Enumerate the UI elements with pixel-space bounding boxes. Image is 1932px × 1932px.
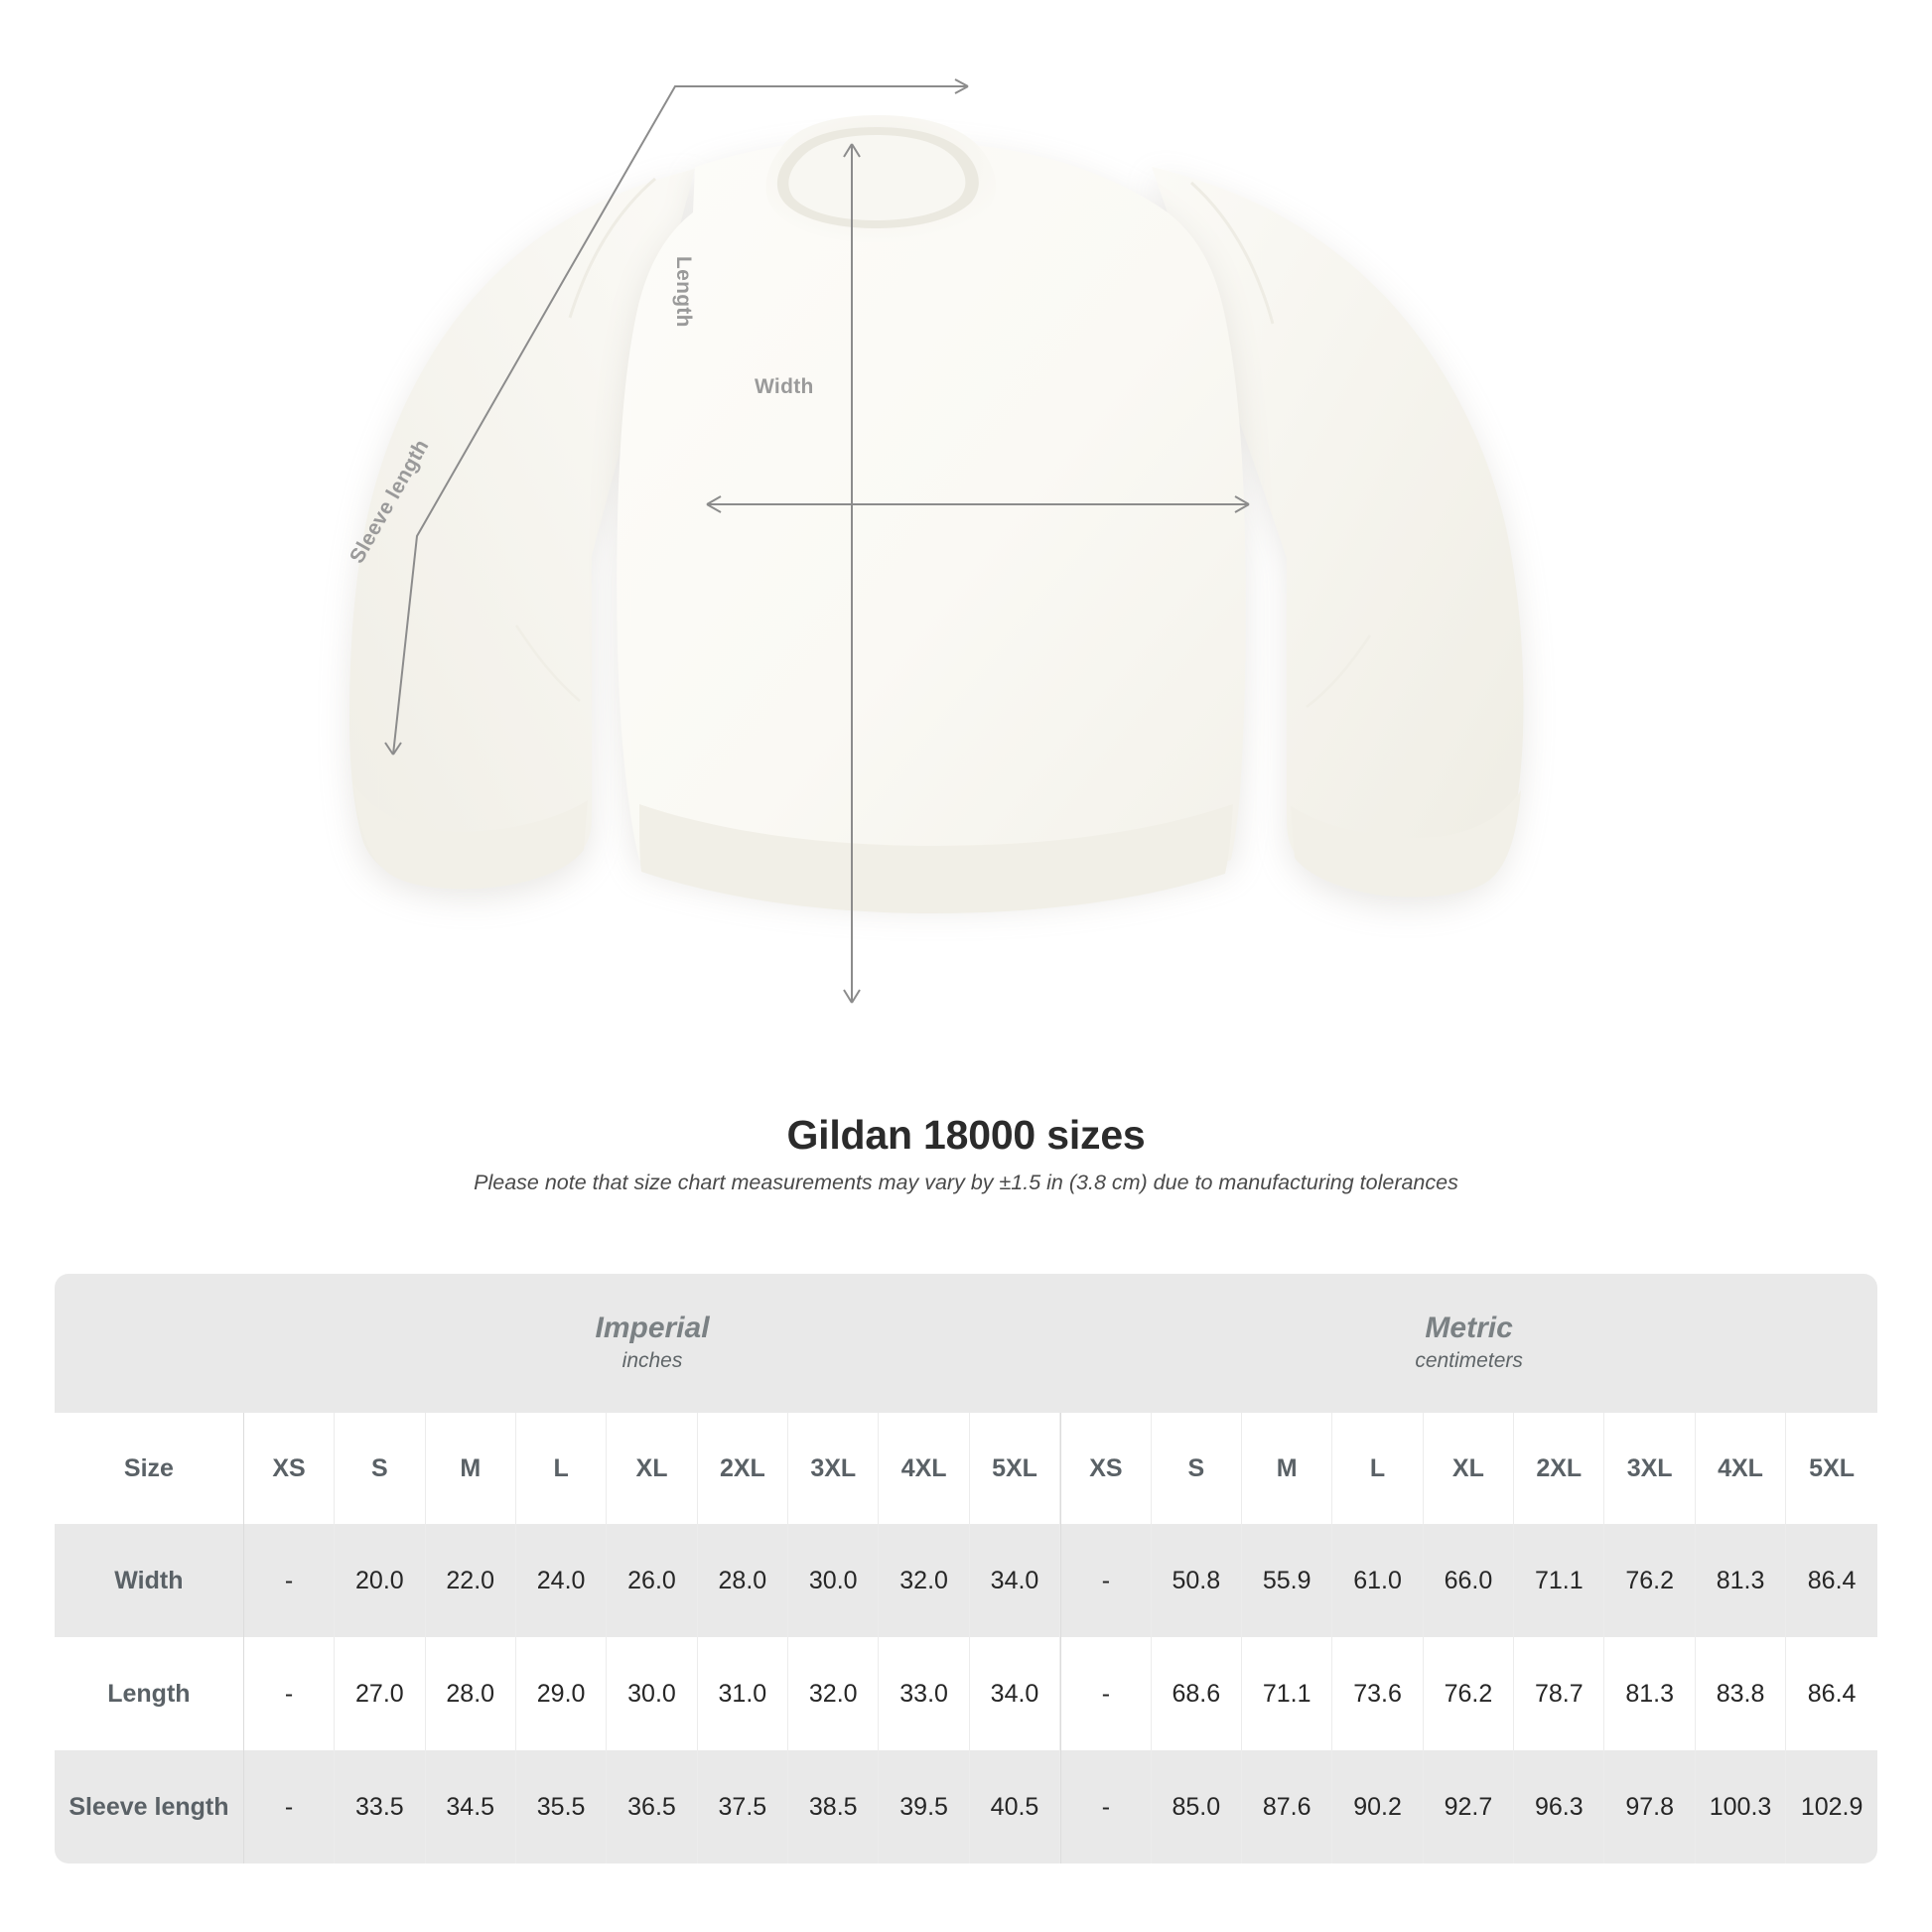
size-chart-table: Imperial inches Metric centimeters Size X… <box>55 1274 1877 1863</box>
cell-width-imperial-4xl: 32.0 <box>879 1524 970 1637</box>
cell-width-metric-4xl: 81.3 <box>1695 1524 1787 1637</box>
column-header-metric-3xl: 3XL <box>1604 1413 1696 1524</box>
column-header-imperial-5xl: 5XL <box>969 1413 1061 1524</box>
cell-length-metric-4xl: 83.8 <box>1695 1637 1787 1750</box>
column-header-imperial-2xl: 2XL <box>697 1413 789 1524</box>
unit-group-metric: Metric centimeters <box>1060 1274 1877 1413</box>
row-header-length: Length <box>55 1637 244 1750</box>
cell-length-metric-xl: 76.2 <box>1423 1637 1515 1750</box>
cell-length-imperial-xs: - <box>243 1637 336 1750</box>
cell-sleeve-length-metric-4xl: 100.3 <box>1695 1750 1787 1863</box>
cell-length-imperial-4xl: 33.0 <box>879 1637 970 1750</box>
unit-group-metric-name: Metric <box>1425 1311 1513 1345</box>
column-header-imperial-l: L <box>515 1413 608 1524</box>
cell-length-imperial-xl: 30.0 <box>607 1637 698 1750</box>
cell-width-imperial-m: 22.0 <box>425 1524 516 1637</box>
table-row: Length -27.0 28.0 29.0 30.0 31.0 32.0 33.0 34.0-… <box>55 1637 1877 1750</box>
table-row: Sleeve length -33.5 34.5 35.5 36.5 37.5 38.5 39… <box>55 1750 1877 1863</box>
cell-width-imperial-s: 20.0 <box>335 1524 426 1637</box>
cell-width-imperial-2xl: 28.0 <box>697 1524 789 1637</box>
unit-group-imperial-name: Imperial <box>595 1311 710 1345</box>
cell-length-imperial-l: 29.0 <box>515 1637 608 1750</box>
cell-sleeve-length-metric-2xl: 96.3 <box>1514 1750 1605 1863</box>
sweatshirt-illustration <box>349 115 1524 913</box>
cell-length-metric-2xl: 78.7 <box>1514 1637 1605 1750</box>
cell-sleeve-length-imperial-2xl: 37.5 <box>697 1750 789 1863</box>
column-header-metric-xs: XS <box>1060 1413 1152 1524</box>
size-header-row: Size XS S M L XL 2XL 3XL 4XL 5XL XS S M L XL 2XL 3XL 4XL 5… <box>55 1413 1877 1524</box>
cell-length-imperial-3xl: 32.0 <box>788 1637 880 1750</box>
cell-sleeve-length-imperial-xs: - <box>243 1750 336 1863</box>
cell-width-metric-s: 50.8 <box>1151 1524 1242 1637</box>
unit-group-metric-sub: centimeters <box>1415 1348 1523 1372</box>
row-header-width: Width <box>55 1524 244 1637</box>
cell-width-imperial-3xl: 30.0 <box>788 1524 880 1637</box>
garment-stage: Length Width Sleeve length <box>345 78 1524 1004</box>
cell-width-metric-xs: - <box>1060 1524 1152 1637</box>
cell-width-metric-m: 55.9 <box>1241 1524 1333 1637</box>
cell-width-imperial-xs: - <box>243 1524 336 1637</box>
unit-group-imperial-sub: inches <box>621 1348 683 1372</box>
page-title: Gildan 18000 sizes <box>786 1112 1146 1158</box>
column-header-imperial-s: S <box>335 1413 426 1524</box>
size-chart-heading-block: Gildan 18000 sizes Please note that size… <box>0 1112 1932 1195</box>
table-header-size-label: Size <box>55 1413 244 1524</box>
cell-length-imperial-m: 28.0 <box>425 1637 516 1750</box>
cell-sleeve-length-metric-3xl: 97.8 <box>1604 1750 1696 1863</box>
column-header-metric-l: L <box>1332 1413 1424 1524</box>
column-header-metric-5xl: 5XL <box>1786 1413 1877 1524</box>
unit-system-banner-row: Imperial inches Metric centimeters <box>55 1274 1877 1413</box>
column-header-imperial-m: M <box>425 1413 516 1524</box>
tolerance-note: Please note that size chart measurements… <box>474 1171 1458 1194</box>
cell-sleeve-length-metric-m: 87.6 <box>1241 1750 1333 1863</box>
cell-sleeve-length-imperial-s: 33.5 <box>335 1750 426 1863</box>
product-measurement-diagram: Length Width Sleeve length <box>345 78 1524 1004</box>
table-row: Width -20.0 22.0 24.0 26.0 28.0 30.0 32.0 34.0-5… <box>55 1524 1877 1637</box>
cell-sleeve-length-imperial-m: 34.5 <box>425 1750 516 1863</box>
size-chart-table-wrapper: Imperial inches Metric centimeters Size X… <box>55 1274 1877 1863</box>
cell-sleeve-length-imperial-l: 35.5 <box>515 1750 608 1863</box>
cell-width-imperial-l: 24.0 <box>515 1524 608 1637</box>
column-header-metric-s: S <box>1151 1413 1242 1524</box>
cell-width-imperial-xl: 26.0 <box>607 1524 698 1637</box>
length-measure-label: Length <box>672 256 695 328</box>
cell-sleeve-length-imperial-3xl: 38.5 <box>788 1750 880 1863</box>
cell-width-metric-l: 61.0 <box>1332 1524 1424 1637</box>
width-measure-label: Width <box>755 375 814 398</box>
column-header-metric-4xl: 4XL <box>1695 1413 1787 1524</box>
cell-sleeve-length-imperial-5xl: 40.5 <box>969 1750 1061 1863</box>
cell-length-imperial-2xl: 31.0 <box>697 1637 789 1750</box>
cell-length-metric-3xl: 81.3 <box>1604 1637 1696 1750</box>
cell-width-metric-2xl: 71.1 <box>1514 1524 1605 1637</box>
cell-sleeve-length-metric-s: 85.0 <box>1151 1750 1242 1863</box>
column-header-imperial-xs: XS <box>243 1413 336 1524</box>
cell-length-metric-l: 73.6 <box>1332 1637 1424 1750</box>
unit-banner-spacer <box>55 1274 244 1413</box>
column-header-metric-2xl: 2XL <box>1514 1413 1605 1524</box>
cell-width-metric-3xl: 76.2 <box>1604 1524 1696 1637</box>
column-header-metric-xl: XL <box>1423 1413 1515 1524</box>
cell-length-metric-s: 68.6 <box>1151 1637 1242 1750</box>
cell-sleeve-length-metric-5xl: 102.9 <box>1786 1750 1877 1863</box>
unit-group-imperial: Imperial inches <box>243 1274 1061 1413</box>
cell-length-metric-m: 71.1 <box>1241 1637 1333 1750</box>
cell-length-imperial-s: 27.0 <box>335 1637 426 1750</box>
cell-sleeve-length-imperial-xl: 36.5 <box>607 1750 698 1863</box>
cell-width-imperial-5xl: 34.0 <box>969 1524 1061 1637</box>
cell-sleeve-length-metric-xl: 92.7 <box>1423 1750 1515 1863</box>
cell-width-metric-5xl: 86.4 <box>1786 1524 1877 1637</box>
cell-length-metric-xs: - <box>1060 1637 1152 1750</box>
column-header-imperial-4xl: 4XL <box>879 1413 970 1524</box>
cell-sleeve-length-metric-l: 90.2 <box>1332 1750 1424 1863</box>
cell-length-metric-5xl: 86.4 <box>1786 1637 1877 1750</box>
cell-width-metric-xl: 66.0 <box>1423 1524 1515 1637</box>
column-header-metric-m: M <box>1241 1413 1333 1524</box>
column-header-imperial-3xl: 3XL <box>788 1413 880 1524</box>
row-header-sleeve-length: Sleeve length <box>55 1750 244 1863</box>
cell-sleeve-length-metric-xs: - <box>1060 1750 1152 1863</box>
column-header-imperial-xl: XL <box>607 1413 698 1524</box>
cell-length-imperial-5xl: 34.0 <box>969 1637 1061 1750</box>
cell-sleeve-length-imperial-4xl: 39.5 <box>879 1750 970 1863</box>
